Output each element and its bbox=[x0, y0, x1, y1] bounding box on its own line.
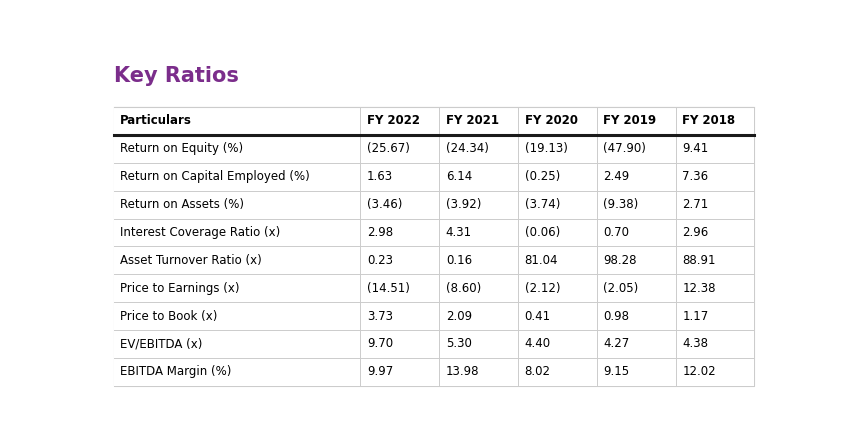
Text: 4.38: 4.38 bbox=[682, 337, 708, 350]
Text: (3.92): (3.92) bbox=[446, 198, 481, 211]
Text: FY 2022: FY 2022 bbox=[367, 114, 420, 127]
Text: FY 2019: FY 2019 bbox=[603, 114, 656, 127]
Text: 9.15: 9.15 bbox=[603, 365, 629, 378]
Text: (2.05): (2.05) bbox=[603, 282, 639, 295]
Text: Asset Turnover Ratio (x): Asset Turnover Ratio (x) bbox=[120, 254, 262, 267]
Text: 1.17: 1.17 bbox=[682, 310, 708, 323]
Text: (0.06): (0.06) bbox=[524, 226, 560, 239]
Text: 12.02: 12.02 bbox=[682, 365, 716, 378]
Text: (14.51): (14.51) bbox=[367, 282, 410, 295]
Text: Interest Coverage Ratio (x): Interest Coverage Ratio (x) bbox=[120, 226, 280, 239]
Text: Price to Earnings (x): Price to Earnings (x) bbox=[120, 282, 240, 295]
Text: 2.96: 2.96 bbox=[682, 226, 708, 239]
Text: 4.40: 4.40 bbox=[524, 337, 551, 350]
Bar bbox=[113, 330, 755, 358]
Bar bbox=[113, 163, 755, 190]
Bar bbox=[113, 302, 755, 330]
Text: (25.67): (25.67) bbox=[367, 142, 410, 155]
Text: Particulars: Particulars bbox=[120, 114, 192, 127]
Text: 0.23: 0.23 bbox=[367, 254, 393, 267]
Bar bbox=[113, 246, 755, 274]
Text: (19.13): (19.13) bbox=[524, 142, 567, 155]
Text: 2.49: 2.49 bbox=[603, 170, 629, 183]
Text: 0.98: 0.98 bbox=[603, 310, 629, 323]
Bar bbox=[113, 107, 755, 135]
Bar bbox=[113, 107, 755, 386]
Text: 4.31: 4.31 bbox=[446, 226, 472, 239]
Text: 0.70: 0.70 bbox=[603, 226, 629, 239]
Text: 6.14: 6.14 bbox=[446, 170, 472, 183]
Text: 4.27: 4.27 bbox=[603, 337, 629, 350]
Text: (0.25): (0.25) bbox=[524, 170, 560, 183]
Text: 12.38: 12.38 bbox=[682, 282, 716, 295]
Text: (3.74): (3.74) bbox=[524, 198, 560, 211]
Text: EBITDA Margin (%): EBITDA Margin (%) bbox=[120, 365, 232, 378]
Bar bbox=[113, 358, 755, 386]
Text: 2.98: 2.98 bbox=[367, 226, 393, 239]
Text: (2.12): (2.12) bbox=[524, 282, 560, 295]
Text: Return on Equity (%): Return on Equity (%) bbox=[120, 142, 243, 155]
Text: Return on Assets (%): Return on Assets (%) bbox=[120, 198, 244, 211]
Text: Price to Book (x): Price to Book (x) bbox=[120, 310, 218, 323]
Bar bbox=[113, 219, 755, 246]
Text: 1.63: 1.63 bbox=[367, 170, 393, 183]
Bar bbox=[113, 190, 755, 219]
Text: (9.38): (9.38) bbox=[603, 198, 639, 211]
Text: 98.28: 98.28 bbox=[603, 254, 637, 267]
Text: 2.71: 2.71 bbox=[682, 198, 708, 211]
Text: Return on Capital Employed (%): Return on Capital Employed (%) bbox=[120, 170, 310, 183]
Text: 0.41: 0.41 bbox=[524, 310, 551, 323]
Text: EV/EBITDA (x): EV/EBITDA (x) bbox=[120, 337, 202, 350]
Text: 13.98: 13.98 bbox=[446, 365, 479, 378]
Text: Key Ratios: Key Ratios bbox=[113, 66, 239, 86]
Text: (24.34): (24.34) bbox=[446, 142, 489, 155]
Text: FY 2021: FY 2021 bbox=[446, 114, 499, 127]
Text: 0.16: 0.16 bbox=[446, 254, 472, 267]
Text: 8.02: 8.02 bbox=[524, 365, 551, 378]
Bar bbox=[113, 135, 755, 163]
Text: 3.73: 3.73 bbox=[367, 310, 393, 323]
Text: 5.30: 5.30 bbox=[446, 337, 472, 350]
Text: 88.91: 88.91 bbox=[682, 254, 716, 267]
Bar bbox=[113, 274, 755, 302]
Text: (8.60): (8.60) bbox=[446, 282, 481, 295]
Text: 81.04: 81.04 bbox=[524, 254, 558, 267]
Text: (47.90): (47.90) bbox=[603, 142, 646, 155]
Text: 2.09: 2.09 bbox=[446, 310, 472, 323]
Text: FY 2020: FY 2020 bbox=[524, 114, 578, 127]
Text: 9.70: 9.70 bbox=[367, 337, 393, 350]
Text: FY 2018: FY 2018 bbox=[682, 114, 735, 127]
Text: 9.41: 9.41 bbox=[682, 142, 708, 155]
Text: (3.46): (3.46) bbox=[367, 198, 402, 211]
Text: 9.97: 9.97 bbox=[367, 365, 393, 378]
Text: 7.36: 7.36 bbox=[682, 170, 708, 183]
